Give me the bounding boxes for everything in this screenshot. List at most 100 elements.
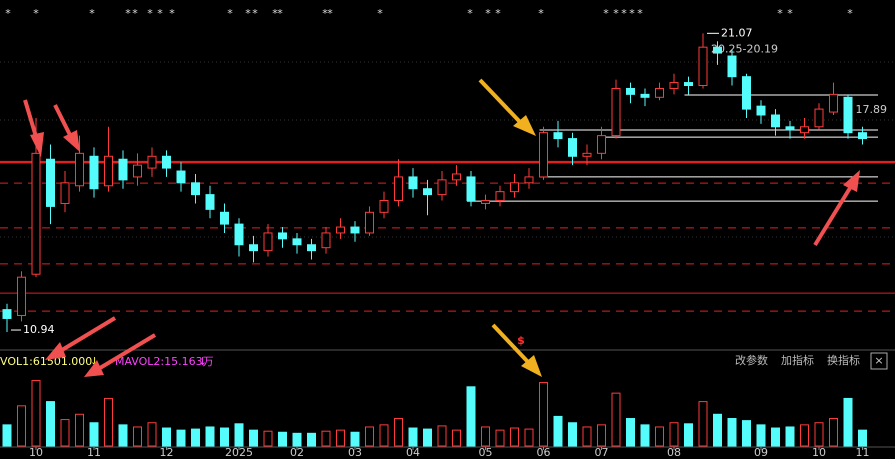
x-tick-label: 03 xyxy=(348,446,362,459)
volume-bar xyxy=(321,430,331,447)
candle-body xyxy=(89,155,99,190)
x-tick-label: 04 xyxy=(406,446,420,459)
candle-body xyxy=(495,191,505,202)
candle-body xyxy=(437,179,447,196)
volume-bar xyxy=(713,413,722,447)
volume-bar xyxy=(60,419,70,447)
volume-bar xyxy=(495,429,505,447)
candle-body xyxy=(46,158,55,207)
candle-body xyxy=(568,138,577,157)
volume-bar xyxy=(843,397,853,447)
volume-bar xyxy=(727,418,737,447)
volume-bar xyxy=(510,427,519,447)
arrow-head xyxy=(521,355,542,377)
close-button[interactable]: × xyxy=(874,354,883,367)
candle-body xyxy=(118,158,128,181)
candle-body xyxy=(394,176,403,202)
volume-bar xyxy=(437,425,447,447)
arrow xyxy=(478,78,522,124)
candle-body xyxy=(698,46,708,87)
arrow xyxy=(491,323,530,364)
volume-bar xyxy=(263,430,273,447)
candle-body xyxy=(278,232,287,240)
candle-body xyxy=(176,170,186,184)
candle-body xyxy=(365,211,374,234)
event-marker: * xyxy=(89,7,95,20)
annotation: $ xyxy=(517,334,525,347)
candle-body xyxy=(843,96,853,134)
event-marker: * xyxy=(322,7,328,20)
volume-bar xyxy=(785,426,795,447)
candle-body xyxy=(626,87,635,95)
volume-bar xyxy=(597,424,606,447)
button[interactable]: 加指标 xyxy=(781,353,814,367)
volume-bar xyxy=(75,413,84,447)
candle-body xyxy=(655,87,664,98)
volume-bar xyxy=(829,418,838,447)
x-tick-label: 05 xyxy=(479,446,493,459)
candle-body xyxy=(771,114,780,128)
x-tick-label: 11 xyxy=(856,446,870,459)
candle-body xyxy=(452,173,461,181)
volume-bar xyxy=(814,422,824,447)
event-marker: * xyxy=(603,7,609,20)
candle-body xyxy=(191,182,200,196)
volume-bar xyxy=(234,423,244,447)
volume-bar xyxy=(553,415,563,447)
event-marker: * xyxy=(5,7,11,20)
volume-bar xyxy=(466,386,476,447)
candle-body xyxy=(814,108,824,128)
arrow-head xyxy=(843,170,860,192)
volume-bar xyxy=(640,424,650,447)
close-box[interactable] xyxy=(870,352,888,370)
candle-body xyxy=(785,126,795,131)
volume-bar xyxy=(220,427,229,447)
annotation: 21.07 xyxy=(721,26,753,39)
event-marker: * xyxy=(245,7,251,20)
candle-body xyxy=(336,226,345,234)
event-marker: * xyxy=(495,7,501,20)
volume-bar xyxy=(481,426,490,447)
volume-bar xyxy=(452,429,461,447)
volume-bar xyxy=(684,423,693,447)
arrow xyxy=(60,316,117,352)
candle-body xyxy=(31,152,41,275)
candle-body xyxy=(713,46,722,54)
event-marker: * xyxy=(467,7,473,20)
volume-bar xyxy=(292,432,302,447)
vol1-arrow: ↓ xyxy=(90,355,99,368)
candle-body xyxy=(640,93,650,98)
candle-body xyxy=(162,155,171,169)
vol1-label: VOL1:61501.000 xyxy=(0,355,92,368)
candle-body xyxy=(292,238,302,246)
candle-body xyxy=(510,182,519,193)
candle-body xyxy=(350,226,360,234)
candle-body xyxy=(75,152,84,187)
candle-body xyxy=(379,200,389,213)
event-marker: * xyxy=(787,7,793,20)
volume-bar xyxy=(756,424,766,447)
volume-bar xyxy=(626,418,635,447)
event-marker: * xyxy=(327,7,333,20)
event-marker: * xyxy=(777,7,783,20)
volume-bar xyxy=(394,418,403,447)
candle-body xyxy=(17,276,26,317)
button[interactable]: 换指标 xyxy=(827,353,860,367)
event-marker: * xyxy=(629,7,635,20)
candle-body xyxy=(553,132,563,140)
x-tick-label: 10 xyxy=(812,446,826,459)
volume-bar xyxy=(89,422,99,447)
candle-body xyxy=(307,244,316,252)
volume-bar xyxy=(31,379,41,447)
volume-bar xyxy=(46,401,55,447)
volume-bar xyxy=(742,420,751,447)
event-marker: * xyxy=(252,7,258,20)
button[interactable]: 改参数 xyxy=(735,353,768,367)
arrow xyxy=(53,104,73,138)
candle-body xyxy=(249,244,258,252)
volume-bar xyxy=(176,429,186,447)
mavol2-label: MAVOL2:15.163万 xyxy=(115,355,214,368)
candle-body xyxy=(539,132,548,178)
arrow xyxy=(813,186,852,247)
candle-body xyxy=(133,164,142,178)
